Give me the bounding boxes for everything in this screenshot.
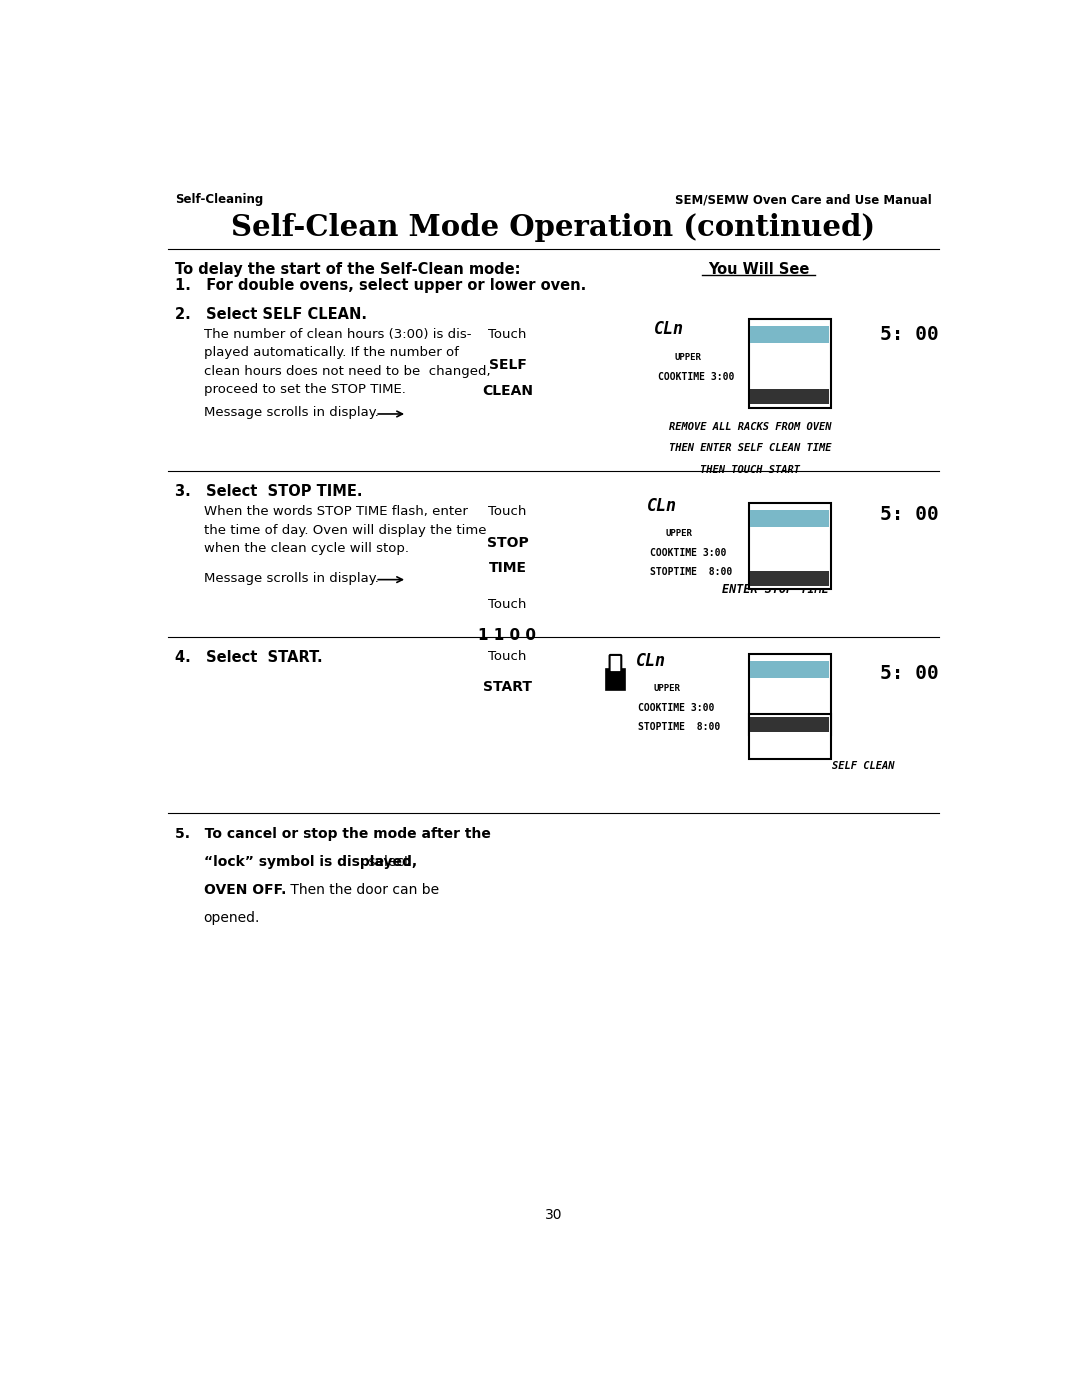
FancyBboxPatch shape bbox=[748, 654, 831, 735]
Text: The number of clean hours (3:00) is dis-
played automatically. If the number of
: The number of clean hours (3:00) is dis-… bbox=[204, 328, 490, 397]
Text: STOP: STOP bbox=[487, 535, 528, 549]
Text: Touch: Touch bbox=[488, 650, 527, 662]
Text: 1 1 0 0: 1 1 0 0 bbox=[478, 629, 537, 643]
Text: “lock” symbol is displayed,: “lock” symbol is displayed, bbox=[204, 855, 417, 869]
FancyBboxPatch shape bbox=[748, 503, 831, 590]
Text: UPPER: UPPER bbox=[665, 529, 692, 538]
FancyBboxPatch shape bbox=[609, 655, 621, 672]
Text: OVEN OFF.: OVEN OFF. bbox=[204, 883, 286, 897]
FancyBboxPatch shape bbox=[751, 717, 828, 732]
Text: opened.: opened. bbox=[204, 911, 260, 925]
Text: Message scrolls in display.: Message scrolls in display. bbox=[204, 407, 378, 419]
FancyBboxPatch shape bbox=[748, 320, 831, 408]
Text: COOKTIME 3:00: COOKTIME 3:00 bbox=[650, 549, 726, 559]
Text: Message scrolls in display.: Message scrolls in display. bbox=[204, 573, 378, 585]
Text: THEN ENTER SELF CLEAN TIME: THEN ENTER SELF CLEAN TIME bbox=[669, 443, 832, 453]
Text: Touch: Touch bbox=[488, 506, 527, 518]
Text: 5: 00: 5: 00 bbox=[880, 326, 939, 344]
Text: SELF: SELF bbox=[488, 358, 526, 372]
Text: 2.   Select SELF CLEAN.: 2. Select SELF CLEAN. bbox=[175, 307, 367, 323]
Text: CLEAN: CLEAN bbox=[482, 384, 532, 398]
Text: THEN TOUCH START: THEN TOUCH START bbox=[700, 465, 800, 475]
Text: select: select bbox=[364, 855, 409, 869]
Text: Self-Clean Mode Operation (continued): Self-Clean Mode Operation (continued) bbox=[231, 212, 876, 242]
FancyBboxPatch shape bbox=[751, 571, 828, 587]
Text: Then the door can be: Then the door can be bbox=[285, 883, 438, 897]
Text: UPPER: UPPER bbox=[653, 685, 680, 693]
Text: CLn: CLn bbox=[653, 320, 684, 338]
Text: Self-Cleaning: Self-Cleaning bbox=[175, 193, 264, 207]
Text: ENTER STOP TIME: ENTER STOP TIME bbox=[721, 583, 828, 597]
Text: REMOVE ALL RACKS FROM OVEN: REMOVE ALL RACKS FROM OVEN bbox=[669, 422, 832, 432]
Text: 5.   To cancel or stop the mode after the: 5. To cancel or stop the mode after the bbox=[175, 827, 491, 841]
FancyBboxPatch shape bbox=[606, 669, 624, 690]
Text: Touch: Touch bbox=[488, 328, 527, 341]
Text: When the words STOP TIME flash, enter
the time of day. Oven will display the tim: When the words STOP TIME flash, enter th… bbox=[204, 506, 486, 556]
Text: COOKTIME 3:00: COOKTIME 3:00 bbox=[658, 372, 734, 381]
Text: Touch: Touch bbox=[488, 598, 527, 610]
Text: 5: 00: 5: 00 bbox=[880, 664, 939, 683]
Text: 5: 00: 5: 00 bbox=[880, 504, 939, 524]
Text: You Will See: You Will See bbox=[707, 263, 809, 277]
Text: 1.   For double ovens, select upper or lower oven.: 1. For double ovens, select upper or low… bbox=[175, 278, 586, 293]
Text: STOPTIME  8:00: STOPTIME 8:00 bbox=[650, 567, 732, 577]
Text: UPPER: UPPER bbox=[675, 352, 702, 362]
FancyBboxPatch shape bbox=[751, 326, 828, 344]
FancyBboxPatch shape bbox=[751, 661, 828, 678]
Text: 4.   Select  START.: 4. Select START. bbox=[175, 650, 323, 665]
Text: CLn: CLn bbox=[647, 497, 677, 515]
Text: STOPTIME  8:00: STOPTIME 8:00 bbox=[638, 722, 720, 732]
FancyBboxPatch shape bbox=[751, 390, 828, 404]
FancyBboxPatch shape bbox=[748, 714, 831, 760]
Text: SEM/SEMW Oven Care and Use Manual: SEM/SEMW Oven Care and Use Manual bbox=[675, 193, 932, 207]
Text: TIME: TIME bbox=[488, 562, 526, 576]
Text: COOKTIME 3:00: COOKTIME 3:00 bbox=[638, 703, 714, 714]
Text: 30: 30 bbox=[544, 1208, 563, 1222]
Text: To delay the start of the Self-Clean mode:: To delay the start of the Self-Clean mod… bbox=[175, 263, 521, 277]
Text: SELF CLEAN: SELF CLEAN bbox=[832, 761, 894, 771]
Text: START: START bbox=[483, 680, 532, 694]
Text: CLn: CLn bbox=[635, 651, 665, 669]
FancyBboxPatch shape bbox=[751, 510, 828, 527]
Text: 3.   Select  STOP TIME.: 3. Select STOP TIME. bbox=[175, 483, 363, 499]
